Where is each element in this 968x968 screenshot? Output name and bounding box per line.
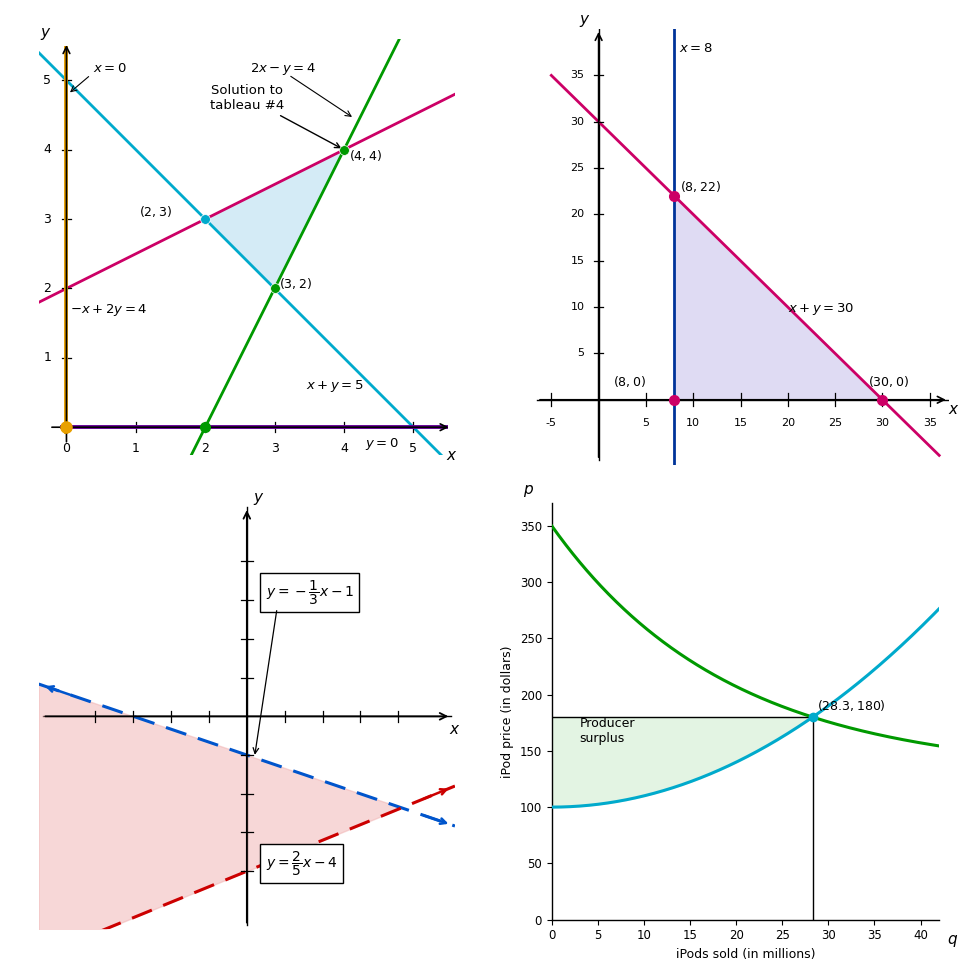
Text: $(8, 0)$: $(8, 0)$ [613, 374, 646, 389]
Y-axis label: iPod price (in dollars): iPod price (in dollars) [501, 646, 514, 777]
Text: $y = 0$: $y = 0$ [365, 436, 399, 452]
Text: 5: 5 [409, 442, 417, 456]
Text: 4: 4 [340, 442, 348, 456]
Text: $x$: $x$ [948, 402, 959, 416]
Text: 5: 5 [44, 74, 51, 87]
Text: 0: 0 [63, 442, 71, 456]
Text: $y$: $y$ [253, 491, 264, 507]
Text: 2: 2 [201, 442, 209, 456]
Text: $q$: $q$ [948, 933, 958, 950]
Text: 30: 30 [875, 418, 890, 428]
Text: 5: 5 [578, 348, 585, 358]
Text: $(8, 22)$: $(8, 22)$ [680, 179, 721, 195]
Text: $(2, 3)$: $(2, 3)$ [139, 203, 172, 219]
Text: $(3, 2)$: $(3, 2)$ [280, 277, 313, 291]
Text: $x = 0$: $x = 0$ [93, 62, 127, 75]
Text: $p$: $p$ [523, 483, 534, 499]
Text: 4: 4 [44, 143, 51, 156]
Text: $x + y = 30$: $x + y = 30$ [788, 301, 855, 317]
Text: $x + y = 5$: $x + y = 5$ [306, 378, 364, 394]
Text: 20: 20 [781, 418, 795, 428]
Text: 15: 15 [734, 418, 747, 428]
Text: -5: -5 [546, 418, 557, 428]
Text: 10: 10 [686, 418, 700, 428]
Text: $x$: $x$ [449, 722, 461, 737]
Text: 2: 2 [44, 282, 51, 295]
Text: $(30, 0)$: $(30, 0)$ [868, 374, 909, 389]
Text: Solution to
tableau #4: Solution to tableau #4 [210, 83, 340, 148]
Text: $y = -\dfrac{1}{3}x - 1$: $y = -\dfrac{1}{3}x - 1$ [266, 578, 354, 607]
Text: 1: 1 [44, 351, 51, 364]
Text: 25: 25 [828, 418, 842, 428]
Text: $(28.3, 180)$: $(28.3, 180)$ [817, 698, 886, 713]
Text: 5: 5 [643, 418, 650, 428]
Text: 3: 3 [271, 442, 279, 456]
Text: 30: 30 [570, 117, 585, 127]
Text: 15: 15 [570, 256, 585, 266]
Text: $y$: $y$ [40, 26, 51, 43]
Text: $-x + 2y = 4$: $-x + 2y = 4$ [70, 302, 147, 318]
Text: Producer
surplus: Producer surplus [580, 717, 635, 744]
Text: $x$: $x$ [445, 448, 457, 463]
Text: $x = 8$: $x = 8$ [679, 43, 713, 55]
Text: $y = \dfrac{2}{5}x - 4$: $y = \dfrac{2}{5}x - 4$ [266, 849, 337, 878]
Polygon shape [675, 196, 883, 400]
X-axis label: iPods sold (in millions): iPods sold (in millions) [676, 948, 815, 961]
Text: $y$: $y$ [579, 14, 590, 29]
Text: 1: 1 [132, 442, 139, 456]
Text: $(4, 4)$: $(4, 4)$ [348, 148, 381, 164]
Text: $2x - y = 4$: $2x - y = 4$ [251, 61, 317, 77]
Text: 3: 3 [44, 213, 51, 226]
Text: 35: 35 [923, 418, 937, 428]
Text: 10: 10 [570, 302, 585, 312]
Text: 35: 35 [570, 71, 585, 80]
Text: 20: 20 [570, 209, 585, 220]
Text: 25: 25 [570, 163, 585, 173]
Polygon shape [205, 150, 344, 288]
